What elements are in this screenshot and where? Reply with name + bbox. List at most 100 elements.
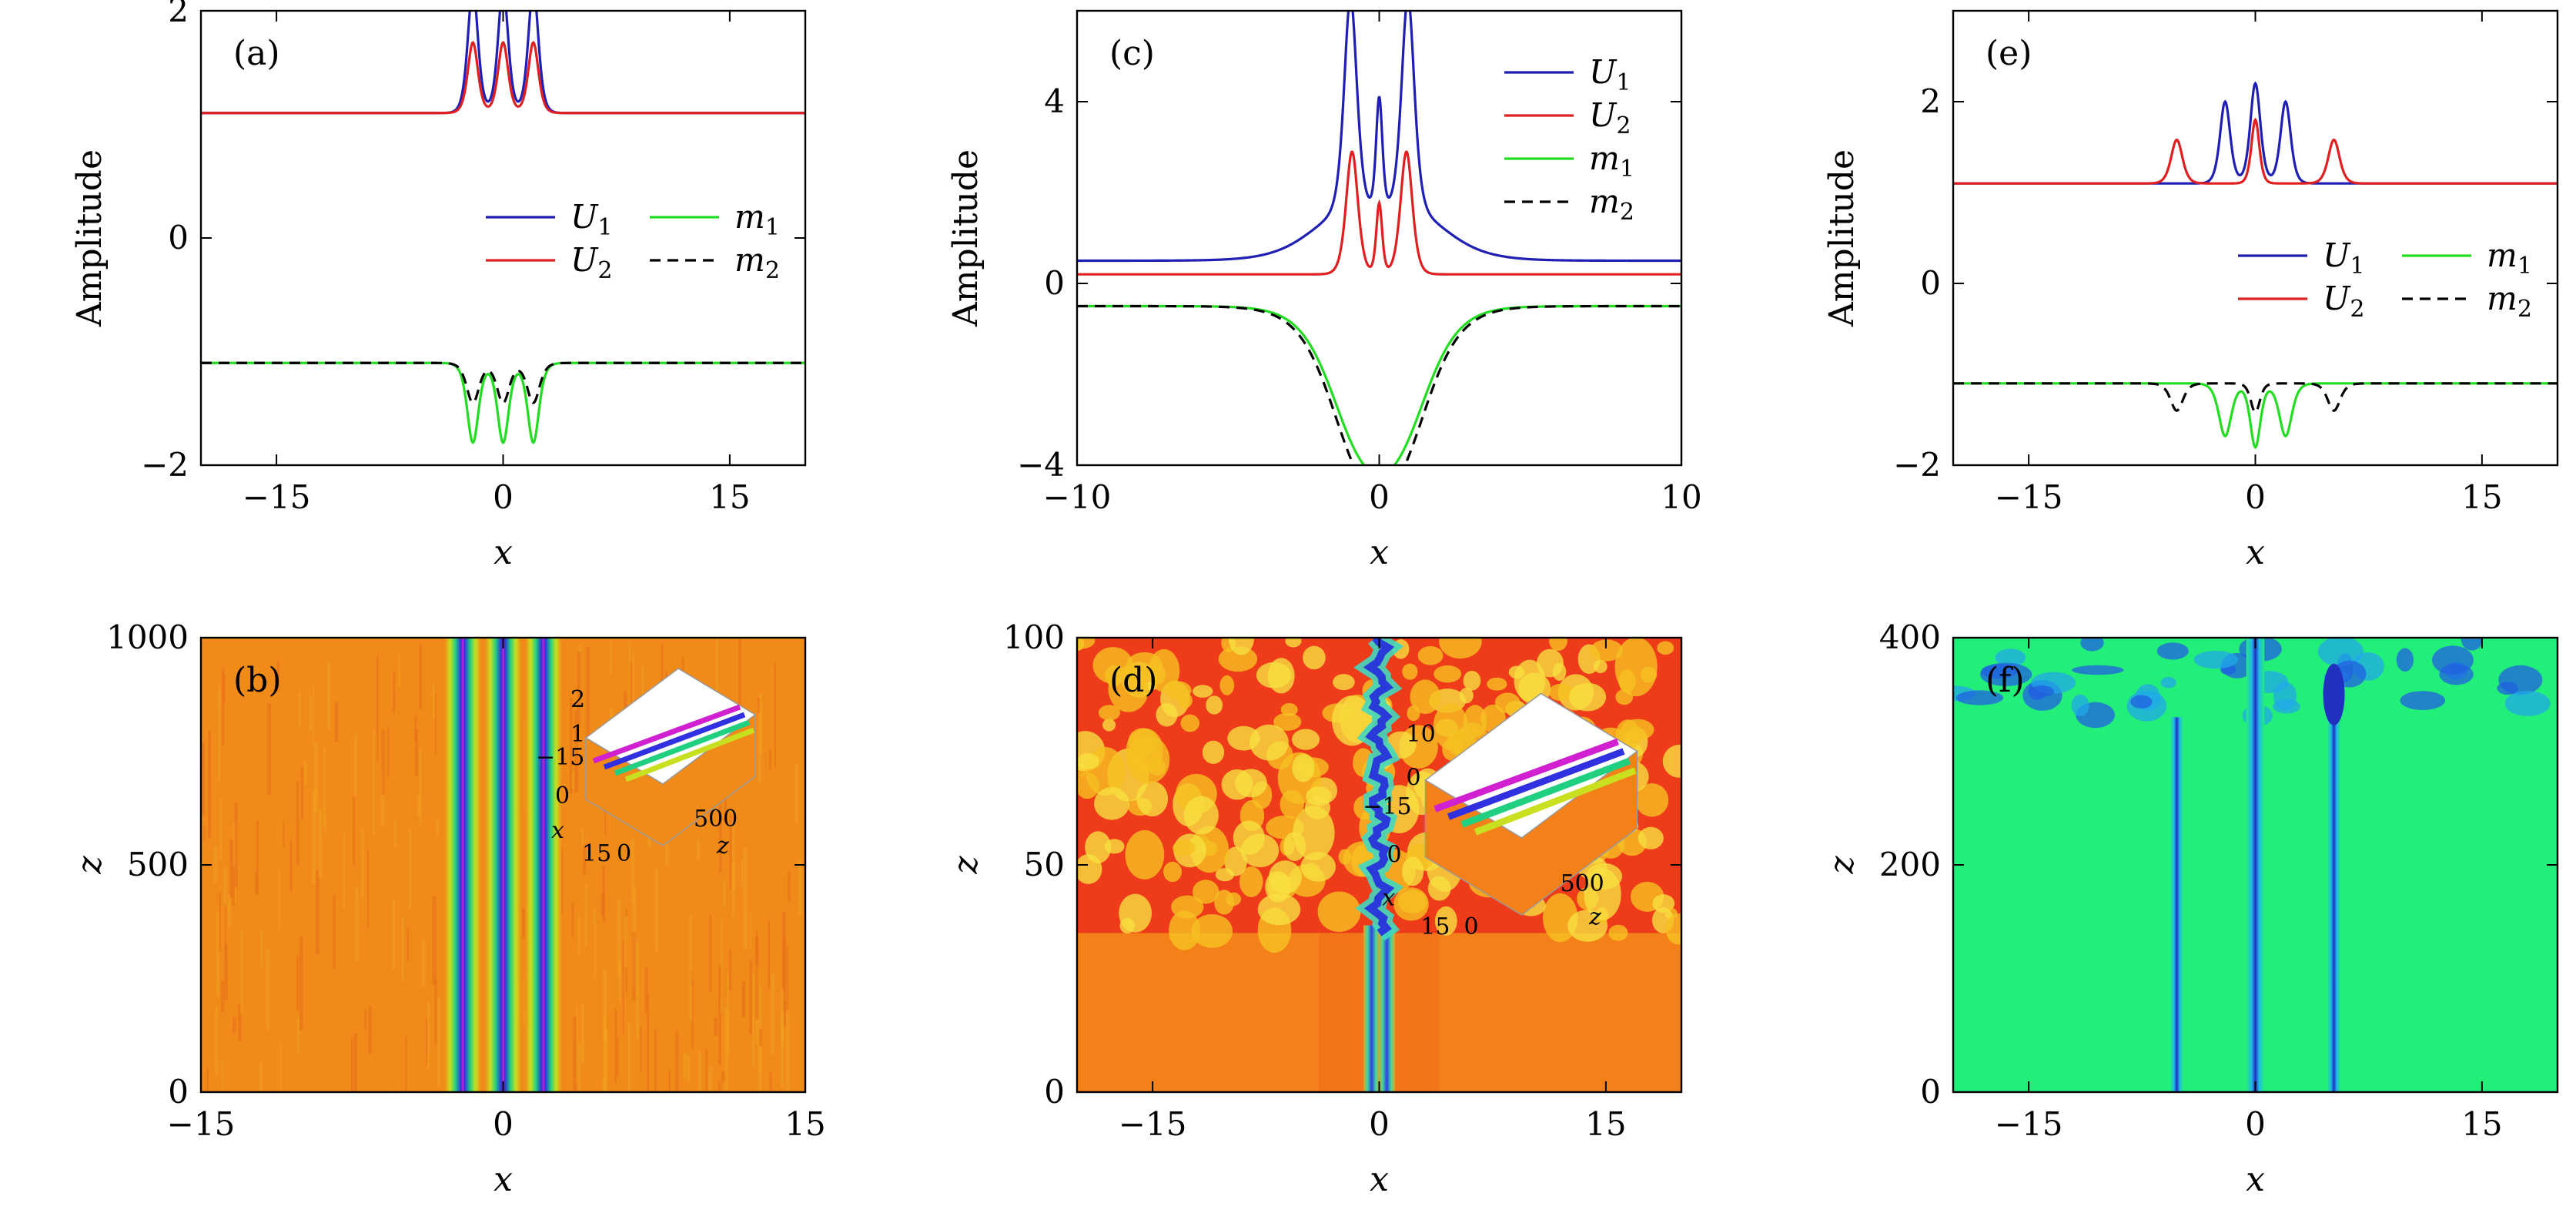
- y-tick-label: 100: [1003, 618, 1065, 656]
- y-tick-label: 2: [1920, 82, 1941, 120]
- heatmap-texture: [577, 916, 580, 956]
- inset-axis-label: z: [1588, 904, 1601, 931]
- noise-blob: [1333, 674, 1355, 691]
- heatmap-texture: [719, 782, 722, 873]
- heatmap-texture: [289, 840, 293, 892]
- heatmap-texture: [221, 980, 225, 1013]
- noise-blob: [1173, 839, 1196, 856]
- noise-blob: [2029, 685, 2055, 698]
- noise-blob: [2396, 648, 2414, 672]
- heatmap-texture: [334, 702, 339, 742]
- noise-blob: [1615, 689, 1634, 705]
- heatmap-texture: [749, 960, 753, 1034]
- heatmap-texture: [232, 1017, 236, 1034]
- heatmap-texture: [318, 808, 323, 879]
- y-axis-label: z: [946, 856, 985, 875]
- noise-blob: [1285, 638, 1302, 648]
- noise-blob: [2193, 650, 2239, 669]
- heatmap-texture: [751, 973, 754, 1067]
- noise-blob: [1227, 725, 1260, 751]
- inset-tick-label: 500: [1561, 870, 1604, 897]
- heatmap-texture: [380, 771, 385, 827]
- heatmap-texture: [771, 973, 774, 1055]
- heatmap-texture: [727, 974, 729, 1055]
- heatmap-texture: [402, 916, 404, 982]
- heatmap-texture: [636, 941, 640, 1040]
- heatmap-texture: [570, 772, 574, 789]
- plot-frame: [199, 9, 807, 467]
- noise-blob: [2461, 638, 2483, 651]
- series-line-U1: [1953, 81, 2558, 185]
- noise-blob: [1280, 789, 1304, 819]
- noise-blob: [1494, 692, 1521, 713]
- heatmap-texture: [618, 961, 621, 1004]
- inset-axis-label: z: [716, 833, 729, 859]
- noise-blob: [1590, 639, 1624, 662]
- noise-blob: [1092, 647, 1133, 684]
- heatmap-texture: [296, 781, 299, 866]
- y-axis-label: z: [70, 856, 109, 875]
- noise-blob: [1657, 641, 1674, 655]
- noise-blob: [1568, 682, 1607, 712]
- heatmap-texture: [722, 1081, 725, 1092]
- series-line-U1: [1077, 11, 1681, 263]
- series-group-e: [1953, 81, 2558, 449]
- x-tick-label: 0: [493, 1105, 514, 1143]
- inset-tick-label: 2: [570, 686, 585, 713]
- heatmap-texture: [741, 981, 746, 1017]
- series-line-m2: [201, 361, 805, 404]
- noise-blob: [1618, 669, 1636, 693]
- panel-label: (f): [1986, 661, 2025, 700]
- noise-blob: [2400, 691, 2446, 710]
- noise-blob: [1291, 729, 1320, 750]
- heatmap-texture: [674, 1031, 679, 1092]
- heatmap-texture: [219, 799, 222, 860]
- heatmap-texture: [603, 969, 607, 1044]
- noise-blob: [1280, 703, 1298, 716]
- heatmap-texture: [419, 749, 422, 825]
- noise-blob: [1094, 787, 1130, 820]
- inset-axis-label: x: [551, 817, 564, 844]
- axes-e: −15 0 15 −2 0 2 x Amplitude (e): [1822, 9, 2559, 572]
- heatmap-texture: [393, 671, 396, 713]
- heatmap-texture: [593, 907, 596, 981]
- noise-blob: [1317, 891, 1361, 933]
- inset-tick-label: 0: [617, 840, 631, 867]
- panel-label: (e): [1986, 34, 2032, 73]
- series-group-a: [201, 11, 805, 444]
- axes-a: −15 0 15 −2 0 2 x Amplitude (a): [70, 0, 807, 572]
- heatmap-texture: [617, 900, 621, 975]
- inset-tick-label: 10: [1407, 721, 1436, 748]
- noise-blob: [1402, 856, 1424, 886]
- inset-stripe: [614, 719, 751, 776]
- noise-blob: [1410, 679, 1440, 715]
- heatmap-texture: [368, 1006, 372, 1055]
- heatmap-texture: [203, 825, 206, 842]
- heatmap-texture: [769, 1072, 772, 1092]
- noise-blob: [1459, 687, 1474, 704]
- noise-blob: [1098, 705, 1121, 721]
- heatmap-texture: [560, 849, 564, 914]
- series-line-m1: [201, 361, 805, 444]
- heatmap-texture: [256, 821, 259, 896]
- heatmap-texture: [323, 748, 326, 826]
- heatmap-texture: [757, 697, 761, 713]
- legend-label-m2: m2: [1589, 183, 1634, 226]
- heatmap-texture: [689, 913, 693, 1021]
- noise-blob: [1156, 702, 1178, 727]
- heatmap-texture: [584, 884, 587, 947]
- heatmap-texture: [783, 1000, 786, 1026]
- noise-blob: [1417, 645, 1444, 665]
- inset-stripe: [1434, 738, 1620, 813]
- noise-blob: [1434, 665, 1462, 683]
- heatmap-texture: [654, 1030, 657, 1092]
- heatmap-texture: [315, 870, 319, 954]
- heatmap-texture: [573, 1016, 577, 1092]
- inset-tick-label: 15: [1420, 913, 1450, 940]
- heatmap-texture: [343, 833, 346, 910]
- x-tick-label: 0: [2245, 478, 2266, 516]
- y-tick-label: 400: [1879, 618, 1941, 656]
- legend-label-U1: U1: [1589, 53, 1631, 96]
